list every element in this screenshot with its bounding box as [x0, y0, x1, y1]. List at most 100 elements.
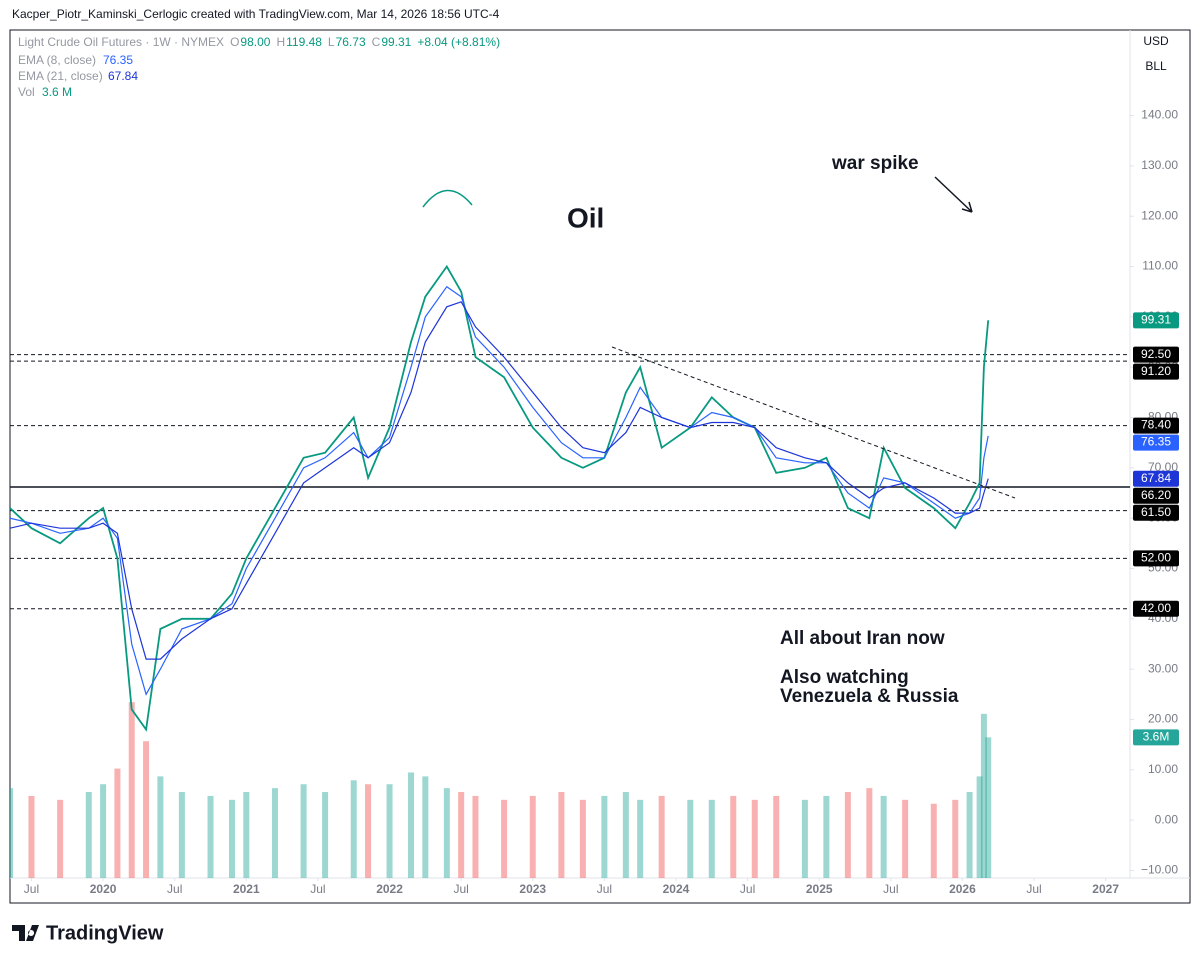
- arrow-head: [961, 201, 973, 213]
- x-tick-label: Jul: [740, 882, 755, 896]
- volume-bar: [228, 799, 235, 878]
- x-tick-label: Jul: [310, 882, 325, 896]
- price-label-bg: [1133, 729, 1179, 746]
- y-tick-label: 110.00: [1142, 259, 1178, 273]
- ohlc-key: H: [276, 35, 285, 49]
- ema-line: [10, 301, 989, 660]
- volume-bar: [57, 799, 64, 878]
- currency-button[interactable]: [1136, 32, 1176, 52]
- ohlc-key: O: [230, 35, 239, 49]
- volume-bar: [658, 795, 665, 878]
- ohlc-value: 99.31: [381, 35, 411, 49]
- volume-bar: [100, 784, 107, 878]
- price-label-bg: [1133, 600, 1179, 617]
- volume-bar: [773, 795, 780, 878]
- y-tick-label: 70.00: [1148, 460, 1178, 474]
- volume-bar: [952, 799, 959, 878]
- x-tick-label: Jul: [883, 882, 898, 896]
- ohlc-value: 119.48: [286, 35, 322, 49]
- volume-bar: [529, 795, 536, 878]
- annotation: Oil: [567, 202, 604, 233]
- unit[interactable]: BLL: [1145, 59, 1167, 73]
- change: +8.04 (+8.81%): [417, 35, 500, 49]
- x-tick-label: 2024: [663, 882, 690, 896]
- ohlc-value: 76.73: [336, 35, 366, 49]
- plot-area: [10, 264, 1130, 878]
- volume-bar: [579, 799, 586, 878]
- x-tick-label: Jul: [167, 882, 182, 896]
- volume-bar: [85, 792, 92, 878]
- price-line: [10, 264, 990, 732]
- volume-bar: [558, 792, 565, 878]
- volume-bar: [751, 799, 758, 878]
- price-label: 99.31: [1141, 313, 1171, 327]
- x-tick-label: 2021: [233, 882, 260, 896]
- volume-bar: [985, 737, 992, 878]
- volume-bar: [408, 772, 415, 878]
- price-label: 91.20: [1141, 364, 1171, 378]
- annotation: Venezuela & Russia: [780, 686, 959, 707]
- price-label: 61.50: [1141, 505, 1171, 519]
- volume-bar: [708, 799, 715, 878]
- price-label-bg: [1133, 417, 1179, 434]
- volume-bar: [966, 792, 973, 878]
- currency[interactable]: USD: [1143, 34, 1169, 48]
- price-label-bg: [1133, 346, 1179, 363]
- price-label: 78.40: [1141, 418, 1171, 432]
- arc-drawing: [422, 189, 473, 208]
- legend-value: 3.6 M: [42, 85, 72, 99]
- x-tick-label: 2027: [1092, 882, 1119, 896]
- volume-bar: [472, 795, 479, 878]
- volume-bar: [271, 788, 278, 878]
- volume-bar: [178, 792, 185, 878]
- volume-bar: [866, 788, 873, 878]
- y-tick-label: −10.00: [1141, 863, 1178, 877]
- ohlc-key: C: [372, 35, 381, 49]
- volume-bar: [128, 702, 135, 878]
- legend-label: EMA (21, close): [18, 69, 103, 83]
- volume-bar: [386, 784, 393, 878]
- volume-bar: [930, 803, 937, 878]
- volume-bar: [322, 792, 329, 878]
- price-label-bg: [1133, 504, 1179, 521]
- y-tick-label: 130.00: [1141, 158, 1178, 172]
- legend-value: 76.35: [103, 53, 133, 67]
- volume-bar: [458, 792, 465, 878]
- annotation: Also watching: [780, 667, 909, 688]
- volume-bar: [622, 792, 629, 878]
- legend-label: Vol: [18, 85, 35, 99]
- volume-bar: [443, 788, 450, 878]
- x-tick-label: Jul: [1026, 882, 1041, 896]
- arrow: [934, 176, 973, 213]
- volume-bar: [28, 795, 35, 878]
- x-tick-label: Jul: [597, 882, 612, 896]
- brand: TradingView: [46, 922, 164, 944]
- volume-bar: [902, 799, 909, 878]
- volume-bar: [976, 776, 983, 878]
- price-label: 66.20: [1141, 488, 1171, 502]
- frame: [9, 29, 1191, 904]
- y-tick-label: 20.00: [1148, 712, 1178, 726]
- price-label: 3.6M: [1143, 729, 1170, 743]
- price-label-bg: [1133, 470, 1179, 487]
- volume-bar: [157, 776, 164, 878]
- volume-bar: [730, 795, 737, 878]
- x-tick-label: 2023: [519, 882, 546, 896]
- ohlc-key: L: [328, 35, 335, 49]
- volume-bar: [601, 795, 608, 878]
- y-tick-label: 10.00: [1148, 762, 1178, 776]
- volume-bar: [637, 799, 644, 878]
- y-tick-label: 120.00: [1141, 208, 1178, 222]
- price-label-bg: [1133, 434, 1179, 451]
- y-tick-label: 30.00: [1148, 661, 1178, 675]
- volume-bar: [114, 768, 121, 878]
- annotation: war spike: [831, 153, 919, 174]
- ema-line: [10, 285, 989, 696]
- volume-bar: [980, 713, 987, 878]
- x-tick-label: 2025: [806, 882, 833, 896]
- header: Kacper_Piotr_Kaminski_Cerlogic created w…: [12, 7, 500, 21]
- volume-bar: [844, 792, 851, 878]
- x-tick-label: 2020: [90, 882, 117, 896]
- volume-bar: [365, 784, 372, 878]
